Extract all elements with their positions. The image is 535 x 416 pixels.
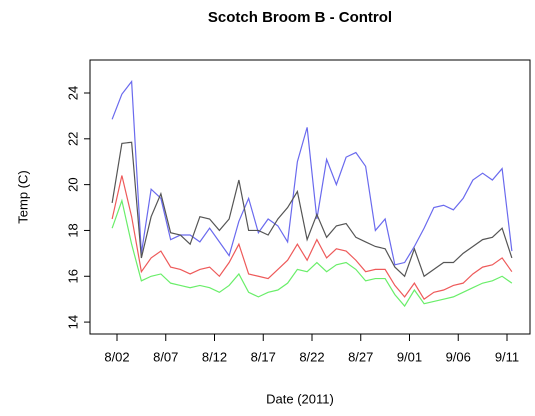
x-tick-label: 9/11 xyxy=(495,349,519,364)
y-tick-label: 24 xyxy=(65,86,80,100)
x-tick-label: 8/17 xyxy=(251,349,276,364)
series-line xyxy=(111,79,513,266)
x-tick-label: 9/06 xyxy=(446,349,471,364)
x-tick-label: 8/27 xyxy=(348,349,373,364)
x-axis-label: Date (2011) xyxy=(266,391,334,406)
x-tick-label: 8/02 xyxy=(104,349,129,364)
series-line xyxy=(111,198,513,308)
y-axis-label: Temp (C) xyxy=(15,170,30,223)
series-line xyxy=(111,175,513,301)
plot-frame xyxy=(89,59,531,335)
y-tick-label: 16 xyxy=(65,269,80,283)
y-tick-label: 20 xyxy=(65,177,80,191)
chart-title: Scotch Broom B - Control xyxy=(208,9,392,26)
x-tick-label: 8/12 xyxy=(202,349,227,364)
y-tick-label: 22 xyxy=(65,132,80,146)
x-tick-label: 8/07 xyxy=(153,349,178,364)
y-tick-label: 18 xyxy=(65,223,80,237)
x-tick-label: 8/22 xyxy=(299,349,324,364)
y-tick-label: 14 xyxy=(65,315,80,329)
x-tick-label: 9/01 xyxy=(397,349,422,364)
series-line xyxy=(111,141,513,278)
